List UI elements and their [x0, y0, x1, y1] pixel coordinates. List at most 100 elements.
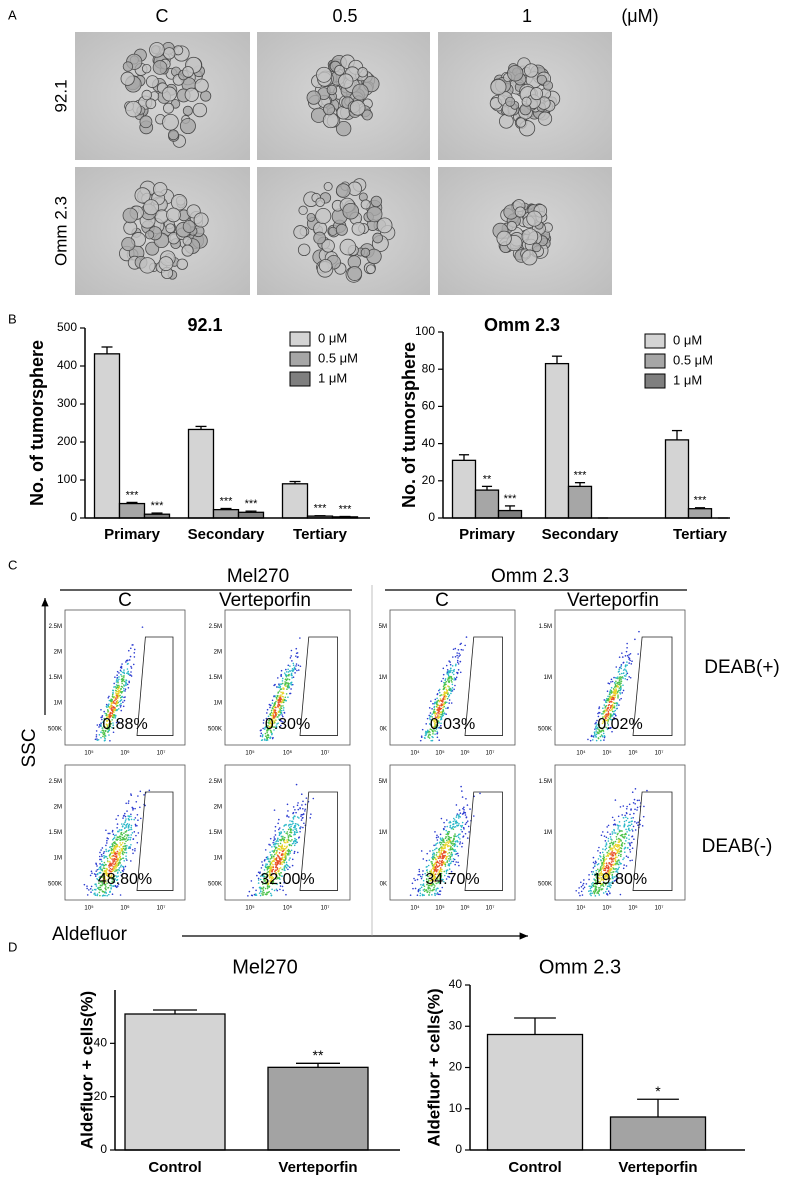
flow-event: [273, 866, 275, 868]
flow-event: [294, 832, 296, 834]
flow-event: [417, 879, 419, 881]
flow-event: [608, 868, 610, 870]
flow-event: [292, 823, 294, 825]
y-tick-label: 10: [449, 1101, 463, 1115]
flow-event: [593, 857, 595, 859]
flow-event: [625, 829, 627, 831]
flow-event: [274, 830, 276, 832]
flow-event: [108, 866, 110, 868]
flow-y-tick-label: 2.5M: [209, 624, 222, 630]
flow-event: [438, 857, 440, 859]
flow-event: [291, 849, 293, 851]
flow-event: [448, 852, 450, 854]
flow-event: [584, 887, 586, 889]
flow-event: [451, 852, 453, 854]
flow-event: [118, 678, 120, 680]
flow-event: [121, 681, 123, 683]
flow-event: [122, 817, 124, 819]
flow-event: [114, 696, 116, 698]
flow-event: [105, 829, 107, 831]
flow-event: [291, 673, 293, 675]
flow-event: [278, 700, 280, 702]
flow-event: [277, 701, 279, 703]
flow-event: [125, 840, 127, 842]
flow-event: [597, 850, 599, 852]
flow-event: [131, 667, 133, 669]
flow-event: [629, 845, 631, 847]
flow-event: [270, 858, 272, 860]
flow-event: [455, 851, 457, 853]
column-label: Verteporfin: [219, 590, 311, 611]
flow-event: [443, 703, 445, 705]
flow-event: [603, 865, 605, 867]
flow-event: [142, 626, 144, 628]
flow-event: [614, 823, 616, 825]
flow-event: [304, 808, 306, 810]
flow-event: [445, 708, 447, 710]
flow-event: [447, 836, 449, 838]
flow-event: [270, 737, 272, 739]
flow-event: [421, 876, 423, 878]
flow-y-tick-label: 1.5M: [49, 675, 62, 681]
flow-event: [120, 697, 122, 699]
flow-event: [610, 701, 612, 703]
flow-event: [96, 724, 98, 726]
flow-y-tick-label: 1M: [379, 675, 387, 681]
flow-event: [617, 694, 619, 696]
legend-label: 0 μM: [318, 330, 347, 345]
flow-event: [419, 874, 421, 876]
chart-title: Mel270: [232, 956, 298, 978]
flow-event: [613, 845, 615, 847]
flow-event: [426, 866, 428, 868]
flow-event: [437, 704, 439, 706]
flow-event: [278, 705, 280, 707]
flow-event: [112, 845, 114, 847]
flow-event: [135, 801, 137, 803]
flow-event: [583, 879, 585, 881]
x-tick-label: Primary: [104, 526, 161, 543]
flow-event: [453, 828, 455, 830]
flow-event: [128, 650, 130, 652]
flow-event: [280, 831, 282, 833]
flow-y-tick-label: 2.5M: [209, 779, 222, 785]
flow-event: [436, 694, 438, 696]
flow-event: [447, 673, 449, 675]
flow-event: [278, 819, 280, 821]
flow-event: [255, 890, 257, 892]
flow-event: [107, 833, 109, 835]
flow-event: [447, 831, 449, 833]
flow-event: [434, 702, 436, 704]
flow-event: [278, 862, 280, 864]
flow-event: [628, 676, 630, 678]
flow-event: [624, 668, 626, 670]
flow-event: [457, 673, 459, 675]
flow-event: [637, 800, 639, 802]
flow-event: [606, 867, 608, 869]
cell: [358, 67, 368, 77]
flow-event: [124, 843, 126, 845]
flow-event: [86, 888, 88, 890]
flow-event: [439, 707, 441, 709]
flow-event: [452, 687, 454, 689]
flow-event: [612, 850, 614, 852]
flow-event: [439, 695, 441, 697]
flow-event: [271, 854, 273, 856]
flow-event: [127, 839, 129, 841]
flow-event: [294, 667, 296, 669]
flow-event: [126, 672, 128, 674]
flow-event: [118, 836, 120, 838]
flow-event: [114, 676, 116, 678]
flow-event: [284, 845, 286, 847]
flow-event: [116, 846, 118, 848]
flow-event: [431, 894, 433, 896]
flow-event: [628, 834, 630, 836]
flow-event: [612, 695, 614, 697]
flow-event: [288, 674, 290, 676]
flow-event: [284, 856, 286, 858]
flow-event: [280, 675, 282, 677]
flow-event: [111, 705, 113, 707]
flow-event: [103, 867, 105, 869]
flow-event: [618, 704, 620, 706]
flow-event: [296, 670, 298, 672]
flow-event: [601, 735, 603, 737]
